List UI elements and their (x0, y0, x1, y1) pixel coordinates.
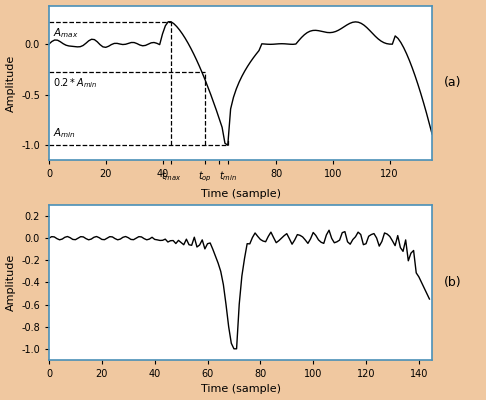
Text: $0.2*A_{min}$: $0.2*A_{min}$ (53, 76, 98, 90)
Text: $A_{max}$: $A_{max}$ (53, 26, 79, 40)
Y-axis label: Amplitude: Amplitude (5, 54, 16, 112)
Text: (a): (a) (444, 76, 461, 90)
Text: $A_{min}$: $A_{min}$ (53, 126, 76, 140)
Y-axis label: Amplitude: Amplitude (5, 254, 16, 311)
X-axis label: Time (sample): Time (sample) (201, 190, 280, 200)
Text: (b): (b) (444, 276, 461, 289)
X-axis label: Time (sample): Time (sample) (201, 384, 280, 394)
